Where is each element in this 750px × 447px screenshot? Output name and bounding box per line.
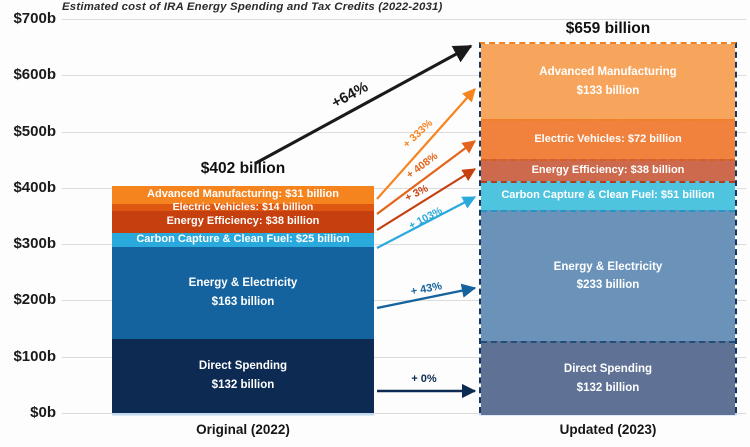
segment-label: Advanced Manufacturing: $31 billion: [147, 188, 339, 201]
segment-energy-efficiency-updated: Energy Efficiency: $38 billion: [481, 159, 735, 181]
gridline: [62, 413, 746, 414]
growth-arrow-electric-vehicles: [376, 140, 476, 215]
growth-label-direct-spending: + 0%: [411, 373, 437, 385]
segment-energy-electricity-updated: Energy & Electricity $233 billion: [481, 209, 735, 341]
y-tick-label: $200b: [13, 291, 56, 309]
growth-arrow-carbon-capture-clean-fuel: [376, 196, 476, 249]
segment-label: $132 billion: [576, 381, 640, 394]
segment-label: Energy & Electricity: [553, 260, 663, 273]
segment-carbon-capture-clean-fuel-original: Carbon Capture & Clean Fuel: $25 billion: [112, 232, 374, 247]
growth-label-energy-electricity: + 43%: [410, 280, 443, 298]
growth-arrow-energy-electricity: [376, 283, 477, 310]
growth-label-advanced-manufacturing: + 333%: [401, 117, 436, 151]
segment-label: Electric Vehicles: $14 billion: [172, 201, 314, 214]
total-label-original: $402 billion: [200, 160, 286, 177]
segment-label: Energy & Electricity: [188, 277, 298, 290]
gridline: [62, 19, 746, 20]
segment-label: Energy Efficiency: $38 billion: [166, 215, 320, 228]
y-tick-label: $700b: [13, 10, 56, 27]
x-label-original: Original (2022): [196, 422, 290, 437]
growth-arrow-total: [255, 44, 473, 165]
segment-label: Energy Efficiency: $38 billion: [531, 164, 685, 177]
y-tick-label: $0b: [30, 404, 56, 421]
gridline: [62, 356, 746, 358]
segment-advanced-manufacturing-updated: Advanced Manufacturing $133 billion: [481, 44, 735, 119]
segment-direct-spending-original: Direct Spending $132 billion: [112, 338, 374, 413]
total-label-updated: $659 billion: [565, 20, 651, 37]
y-tick-label: $600b: [13, 66, 56, 84]
growth-arrow-advanced-manufacturing: [376, 88, 476, 200]
y-tick-label: $500b: [13, 122, 56, 140]
segment-label: Electric Vehicles: $72 billion: [534, 133, 682, 146]
growth-label-energy-efficiency: + 3%: [403, 182, 431, 204]
y-tick-label: $100b: [13, 347, 56, 365]
segment-electric-vehicles-original: Electric Vehicles: $14 billion: [112, 201, 374, 214]
x-label-updated: Updated (2023): [559, 422, 657, 437]
segment-label: $163 billion: [211, 295, 275, 308]
bar-updated-2023: Advanced Manufacturing $133 billion Electr…: [479, 42, 737, 415]
segment-electric-vehicles-updated: Electric Vehicles: $72 billion: [481, 118, 735, 160]
segment-energy-efficiency-original: Energy Efficiency: $38 billion: [112, 211, 374, 233]
growth-label-carbon-capture-clean-fuel: + 103%: [407, 204, 445, 232]
segment-label: $133 billion: [576, 84, 640, 97]
growth-arrow-energy-efficiency: [376, 168, 476, 231]
y-tick-label: $400b: [13, 178, 56, 196]
segment-advanced-manufacturing-original: Advanced Manufacturing: $31 billion: [112, 186, 374, 204]
segment-label: Advanced Manufacturing: [539, 66, 677, 79]
segment-label: $132 billion: [211, 378, 275, 391]
segment-label: Carbon Capture & Clean Fuel: $25 billion: [136, 233, 350, 246]
segment-energy-electricity-original: Energy & Electricity $163 billion: [112, 246, 374, 339]
segment-label: Direct Spending: [198, 360, 288, 373]
segment-carbon-capture-clean-fuel-updated: Carbon Capture & Clean Fuel: $51 billion: [481, 180, 735, 210]
growth-label-total: +64%: [329, 78, 371, 111]
growth-label-electric-vehicles: + 408%: [404, 150, 440, 182]
segment-direct-spending-updated: Direct Spending $132 billion: [481, 340, 735, 415]
y-tick-label: $300b: [13, 235, 56, 253]
segment-label: Carbon Capture & Clean Fuel: $51 billion: [501, 189, 715, 202]
segment-label: $233 billion: [576, 279, 640, 292]
segment-label: Direct Spending: [563, 363, 653, 376]
chart-title: Estimated cost of IRA Energy Spending an…: [62, 1, 443, 13]
bar-original-2022: Advanced Manufacturing: $31 billion Elect…: [112, 186, 374, 413]
